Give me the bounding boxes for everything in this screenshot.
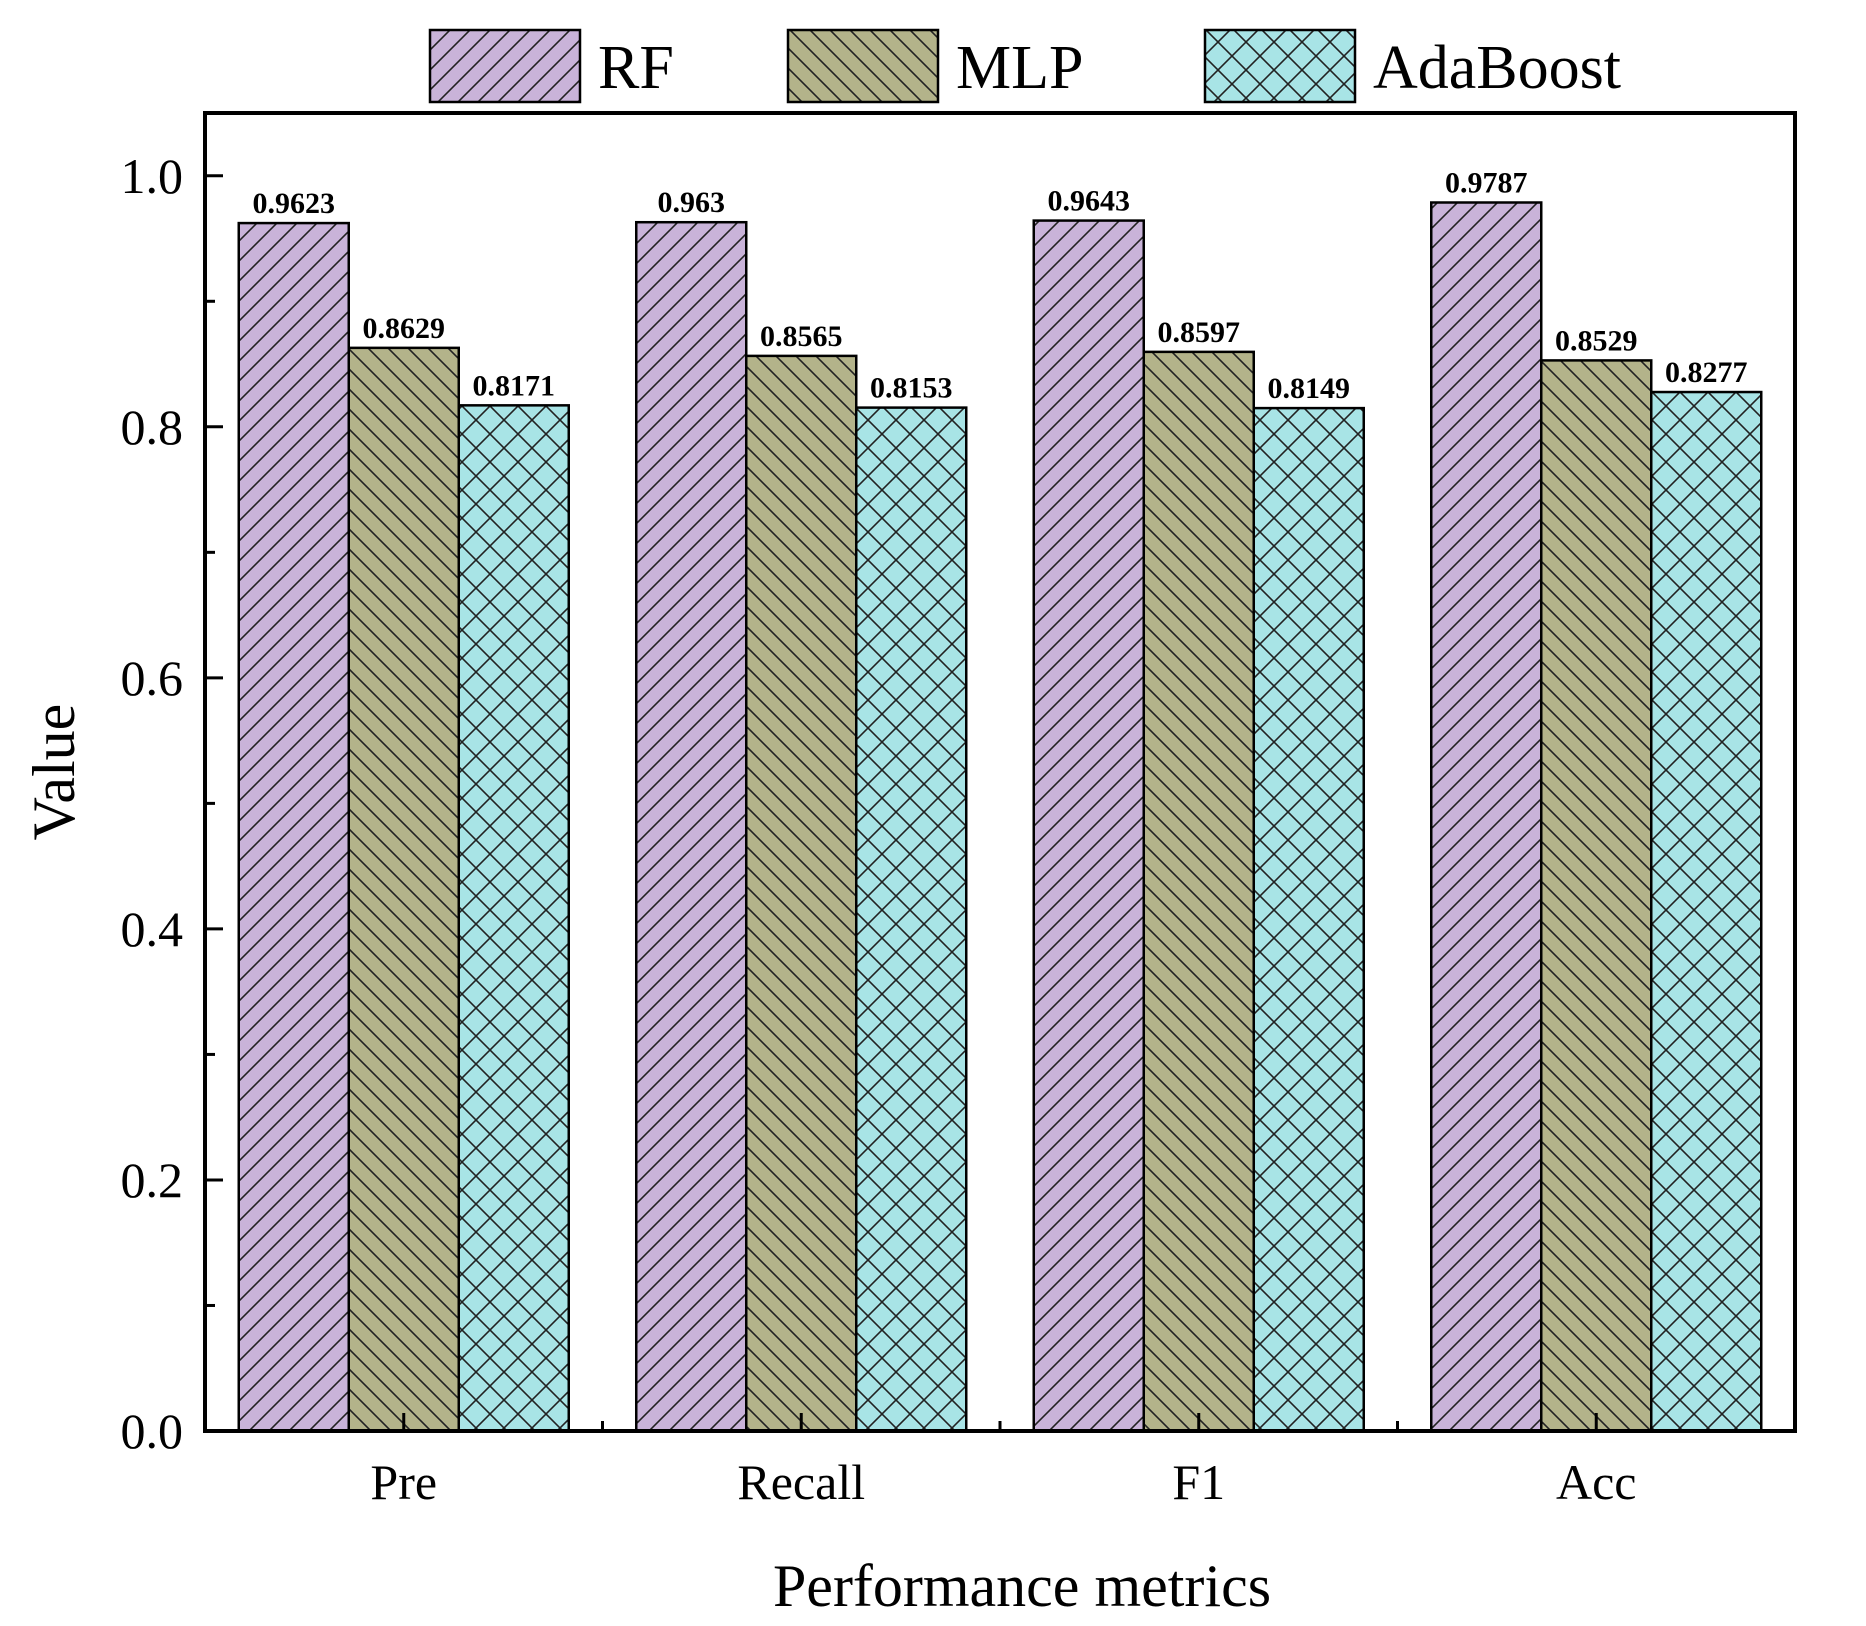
- x-tick-label-recall: Recall: [737, 1454, 865, 1510]
- bar-rf-pre: [237, 221, 350, 1433]
- bar-rf-acc: [1430, 201, 1543, 1433]
- y-axis-title: Value: [21, 704, 87, 841]
- x-axis-title: Performance metrics: [773, 1553, 1271, 1619]
- bar-rf-f1: [1032, 219, 1145, 1433]
- x-tick-label-acc: Acc: [1556, 1454, 1637, 1510]
- bar-adaboost-acc: [1650, 390, 1763, 1433]
- x-axis: Pre Recall F1 Acc: [370, 1413, 1637, 1510]
- data-label-rf-pre: 0.9623: [253, 187, 336, 220]
- y-tick-label: 1.0: [121, 148, 184, 204]
- legend: RF MLP AdaBoost: [428, 28, 1621, 104]
- data-labels: 0.9623 0.8629 0.8171 0.963 0.8565 0.8153 0.964…: [253, 166, 1748, 405]
- bar-mlp-acc: [1540, 359, 1653, 1433]
- legend-swatch-adaboost: [1203, 28, 1357, 104]
- data-label-rf-f1: 0.9643: [1048, 185, 1131, 218]
- y-tick-label: 0.8: [121, 399, 184, 455]
- legend-swatch-mlp: [786, 28, 940, 104]
- data-label-rf-acc: 0.9787: [1445, 166, 1528, 199]
- data-label-mlp-f1: 0.8597: [1158, 316, 1241, 349]
- bar-mlp-f1: [1142, 350, 1255, 1433]
- bars: [237, 201, 1763, 1433]
- data-label-adaboost-f1: 0.8149: [1268, 372, 1351, 405]
- y-tick-label: 0.6: [121, 650, 184, 706]
- bar-rf-recall: [635, 220, 748, 1433]
- data-label-mlp-acc: 0.8529: [1555, 324, 1638, 357]
- legend-label-adaboost: AdaBoost: [1373, 34, 1621, 102]
- bar-mlp-recall: [745, 354, 858, 1433]
- legend-swatch-rf: [428, 28, 582, 104]
- legend-label-rf: RF: [598, 34, 674, 102]
- bar-mlp-pre: [347, 346, 460, 1433]
- plot-frame: [203, 111, 1797, 1433]
- bar-adaboost-f1: [1252, 406, 1365, 1433]
- x-tick-label-f1: F1: [1172, 1454, 1225, 1510]
- legend-label-mlp: MLP: [956, 34, 1083, 102]
- x-tick-label-pre: Pre: [370, 1454, 437, 1510]
- y-tick-label: 0.0: [121, 1403, 184, 1459]
- bar-adaboost-recall: [855, 406, 968, 1433]
- bar-adaboost-pre: [457, 404, 570, 1433]
- data-label-adaboost-recall: 0.8153: [870, 372, 953, 405]
- y-tick-label: 0.4: [121, 901, 184, 957]
- y-tick-label: 0.2: [121, 1152, 184, 1208]
- data-label-adaboost-acc: 0.8277: [1665, 356, 1748, 389]
- data-label-mlp-recall: 0.8565: [760, 320, 843, 353]
- data-label-mlp-pre: 0.8629: [363, 312, 446, 345]
- data-label-adaboost-pre: 0.8171: [473, 369, 556, 402]
- y-axis: 0.0 0.2 0.4 0.6 0.8 1.0: [121, 148, 223, 1459]
- data-label-rf-recall: 0.963: [658, 186, 726, 219]
